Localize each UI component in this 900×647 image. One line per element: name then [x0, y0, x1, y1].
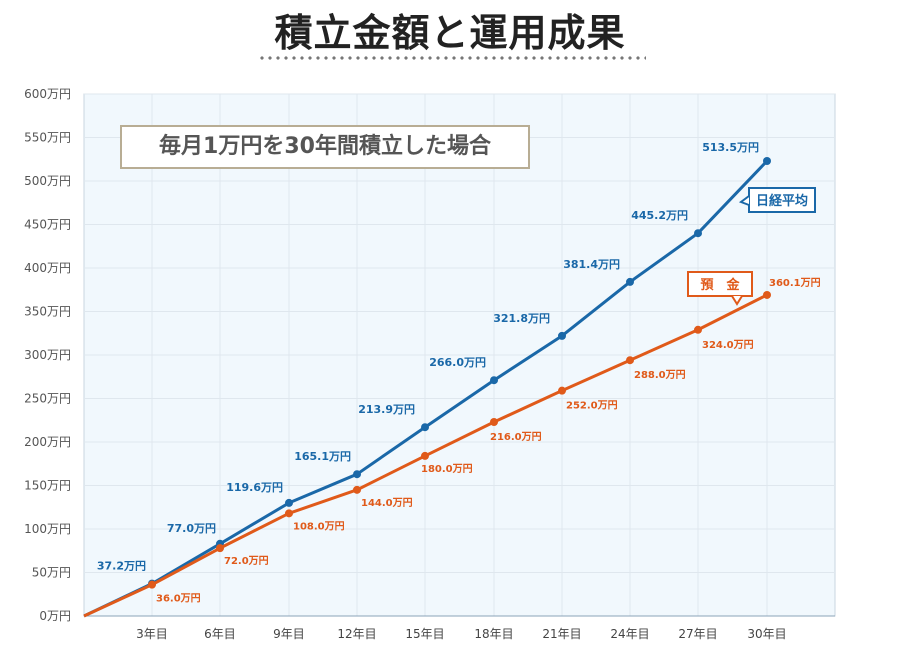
y-tick-label: 350万円: [24, 305, 71, 319]
data-point: [763, 156, 771, 165]
y-tick-label: 250万円: [24, 392, 71, 406]
data-point: [353, 470, 361, 479]
legend-label-deposit: 預 金: [700, 277, 740, 293]
data-label: 381.4万円: [563, 258, 620, 271]
data-label: 360.1万円: [769, 277, 821, 289]
data-label: 37.2万円: [97, 560, 146, 573]
y-tick-label: 150万円: [24, 479, 71, 493]
y-tick-label: 500万円: [24, 174, 71, 188]
data-point: [490, 417, 498, 426]
y-tick-label: 600万円: [24, 87, 71, 101]
data-label: 36.0万円: [156, 593, 201, 605]
x-tick-label: 30年目: [747, 627, 786, 641]
data-label: 108.0万円: [293, 520, 345, 532]
x-tick-label: 3年目: [136, 627, 168, 641]
legend-label-nikkei: 日経平均: [756, 193, 808, 209]
data-point: [148, 580, 156, 589]
y-tick-label: 300万円: [24, 348, 71, 362]
data-label: 513.5万円: [702, 141, 759, 154]
data-point: [421, 451, 429, 460]
data-label: 180.0万円: [421, 463, 473, 475]
y-tick-label: 450万円: [24, 218, 71, 232]
y-tick-label: 200万円: [24, 435, 71, 449]
data-label: 213.9万円: [358, 403, 415, 416]
x-tick-label: 24年目: [610, 627, 649, 641]
data-point: [490, 376, 498, 385]
data-label: 321.8万円: [493, 312, 550, 325]
data-label: 445.2万円: [631, 209, 688, 222]
legend-pointer-nikkei: [738, 195, 750, 206]
data-point: [694, 325, 702, 334]
y-tick-label: 400万円: [24, 261, 71, 275]
data-label: 72.0万円: [224, 555, 269, 567]
data-point: [353, 485, 361, 494]
data-label: 324.0万円: [702, 339, 754, 351]
x-tick-label: 21年目: [542, 627, 581, 641]
chart-note: 毎月1万円を30年間積立した場合: [120, 125, 530, 169]
data-point: [421, 423, 429, 432]
legend-box-deposit: [687, 271, 753, 297]
data-label: 144.0万円: [361, 497, 413, 509]
data-label: 288.0万円: [634, 369, 686, 381]
data-point: [763, 290, 771, 299]
data-label: 119.6万円: [226, 481, 283, 494]
x-tick-label: 27年目: [678, 627, 717, 641]
data-point: [694, 229, 702, 238]
data-label: 216.0万円: [490, 431, 542, 443]
y-tick-label: 0万円: [39, 609, 71, 623]
x-tick-label: 18年目: [474, 627, 513, 641]
data-point: [216, 544, 224, 553]
data-point: [285, 498, 293, 507]
x-tick-label: 9年目: [273, 627, 305, 641]
data-label: 77.0万円: [167, 522, 216, 535]
page-title: 積立金額と運用成果: [274, 11, 626, 55]
y-tick-label: 50万円: [32, 566, 71, 580]
data-point: [626, 356, 634, 365]
y-tick-label: 550万円: [24, 131, 71, 145]
x-tick-label: 6年目: [204, 627, 236, 641]
data-point: [558, 386, 566, 395]
data-point: [626, 277, 634, 286]
data-label: 252.0万円: [566, 400, 618, 412]
data-point: [558, 331, 566, 340]
data-label: 266.0万円: [429, 356, 486, 369]
data-label: 165.1万円: [294, 450, 351, 463]
legend-pointer-deposit: [731, 295, 743, 306]
title-dotted-divider: [258, 56, 646, 60]
x-tick-label: 15年目: [405, 627, 444, 641]
data-point: [285, 509, 293, 518]
y-tick-label: 100万円: [24, 522, 71, 536]
x-tick-label: 12年目: [337, 627, 376, 641]
